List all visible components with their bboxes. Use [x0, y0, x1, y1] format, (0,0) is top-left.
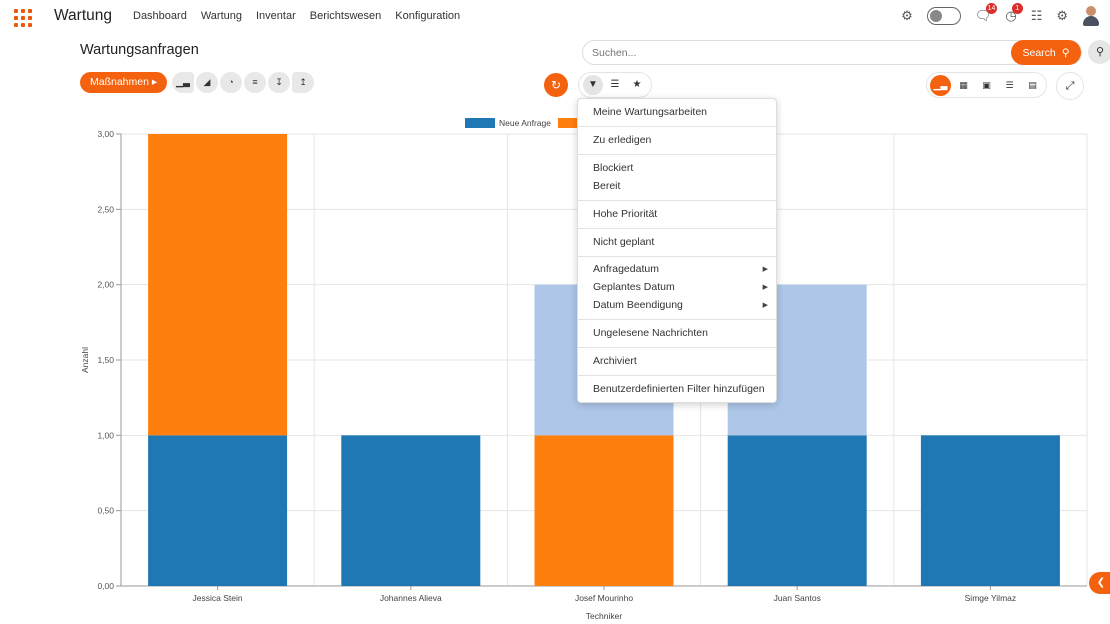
y-tick-label: 1,00	[97, 430, 114, 440]
submenu-arrow-icon: ▶	[762, 266, 768, 273]
x-tick-label: Jessica Stein	[193, 593, 243, 603]
filter-not-planned[interactable]: Nicht geplant	[593, 236, 655, 248]
actions-button[interactable]: Maßnahmen ▸	[80, 72, 168, 93]
search-button[interactable]: Search ⚲	[1011, 40, 1081, 65]
divider	[578, 126, 776, 127]
chart-tools: ▁▃ ◢ ◔ ≡ ↧ ↥	[172, 72, 314, 93]
divider	[578, 228, 776, 229]
y-tick-label: 2,00	[97, 280, 114, 290]
activity-badge: 1	[1011, 3, 1023, 14]
chatter-toggle-icon[interactable]: ❮	[1089, 572, 1110, 594]
sort-ascending-icon[interactable]: ↥	[292, 72, 314, 93]
calendar-view-icon[interactable]: ▤	[1028, 79, 1037, 90]
graph-view-icon[interactable]: ▁▃	[930, 74, 951, 96]
nav-berichtswesen[interactable]: Berichtswesen	[309, 10, 382, 22]
kanban-view-icon[interactable]: ▣	[982, 79, 991, 90]
bar-1-2	[341, 435, 481, 586]
view-switcher: ▁▃ ▦ ▣ ☰ ▤	[926, 72, 1047, 98]
bar-1-1	[148, 435, 288, 586]
filter-blocked[interactable]: Blockiert	[593, 162, 634, 174]
debug-toggle[interactable]	[926, 7, 961, 25]
legend-label-1: Neue Anfrage	[499, 118, 551, 128]
language-icon[interactable]: ☷	[1030, 8, 1043, 23]
favorites-star-icon[interactable]: ★	[632, 79, 642, 90]
bug-icon[interactable]: ⚙	[901, 8, 913, 23]
search-icon: ⚲	[1061, 46, 1070, 59]
bar-2-1	[148, 134, 288, 436]
area-chart-icon[interactable]: ◢	[196, 72, 218, 93]
filter-icon[interactable]: ▼	[583, 75, 603, 95]
nav-inventar[interactable]: Inventar	[256, 10, 296, 22]
nav-konfiguration[interactable]: Konfiguration	[395, 10, 461, 22]
legend-swatch-1	[465, 118, 495, 128]
filter-close-date[interactable]: Datum Beendigung	[593, 299, 683, 311]
refresh-icon[interactable]: ↻	[544, 73, 568, 97]
app-menu-icon[interactable]	[14, 9, 32, 27]
sort-descending-icon[interactable]: ↧	[268, 72, 290, 93]
x-axis-label: Techniker	[586, 611, 623, 621]
divider	[578, 154, 776, 155]
clock-icon[interactable]: ◷ 1	[1005, 3, 1023, 26]
chart: 0,00 0,50 1,00 1,50 2,00 2,50 3,00 Jessica Stei…	[80, 118, 1088, 621]
messages-badge: 14	[985, 3, 998, 14]
filter-unread-messages[interactable]: Ungelesene Nachrichten	[593, 327, 708, 339]
filter-request-date[interactable]: Anfragedatum	[593, 263, 659, 275]
search-bar: Search ⚲	[582, 40, 1082, 65]
filter-dropdown: Meine Wartungsarbeiten Zu erledigen Bloc…	[577, 98, 777, 403]
system-tray: ⚙ 🗨 14 ◷ 1 ☷ ⚙	[901, 3, 1100, 26]
nav-wartung[interactable]: Wartung	[200, 10, 242, 22]
filter-tools: ↻ ▼ ☰ ★	[544, 72, 652, 98]
pivot-view-icon[interactable]: ▦	[959, 79, 968, 90]
y-tick-label: 0,00	[97, 581, 114, 591]
legend-swatch-2	[558, 118, 588, 128]
bar-1-5	[920, 435, 1060, 586]
y-tick-label: 0,50	[97, 506, 114, 516]
y-tick-label: 3,00	[97, 129, 114, 139]
group-by-icon[interactable]: ☰	[610, 79, 620, 90]
top-bar: Wartung Dashboard Wartung Inventar Beric…	[0, 0, 1110, 34]
submenu-arrow-icon: ▶	[762, 302, 768, 309]
list-view-icon[interactable]: ☰	[1005, 79, 1014, 90]
main-nav: Dashboard Wartung Inventar Berichtswesen…	[133, 10, 460, 22]
y-tick-label: 2,50	[97, 204, 114, 214]
pie-chart-icon[interactable]: ◔	[220, 72, 242, 93]
bar-2-3	[534, 435, 674, 586]
bar-1-4	[727, 435, 867, 586]
app-title: Wartung	[54, 7, 113, 24]
y-axis-label: Anzahl	[80, 347, 90, 373]
nav-dashboard[interactable]: Dashboard	[133, 10, 187, 22]
divider	[578, 375, 776, 376]
x-tick-label: Johannes Alieva	[380, 593, 442, 603]
filter-to-do[interactable]: Zu erledigen	[593, 134, 652, 146]
search-button-label: Search	[1022, 46, 1056, 59]
user-avatar[interactable]	[1082, 6, 1100, 26]
toggle-search-icon[interactable]: ⚲	[1088, 40, 1110, 64]
filter-ready[interactable]: Bereit	[593, 180, 621, 192]
search-input[interactable]	[592, 46, 992, 59]
fullscreen-icon[interactable]: ⤢	[1056, 72, 1084, 100]
bar-chart-icon[interactable]: ▁▃	[172, 72, 194, 93]
filter-my-maintenance[interactable]: Meine Wartungsarbeiten	[593, 106, 708, 118]
settings-gear-icon[interactable]: ⚙	[1056, 8, 1068, 23]
divider	[578, 200, 776, 201]
chat-icon[interactable]: 🗨 14	[974, 3, 998, 23]
x-tick-label: Simge Yilmaz	[965, 593, 1017, 603]
filter-high-priority[interactable]: Hohe Priorität	[593, 208, 658, 220]
submenu-arrow-icon: ▶	[762, 284, 768, 291]
y-tick-label: 1,50	[97, 355, 114, 365]
filter-archived[interactable]: Archiviert	[593, 355, 637, 367]
divider	[578, 256, 776, 257]
x-tick-label: Juan Santos	[774, 593, 821, 603]
add-custom-filter[interactable]: Benutzerdefinierten Filter hinzufügen	[593, 383, 765, 395]
divider	[578, 319, 776, 320]
x-tick-label: Josef Mourinho	[575, 593, 633, 603]
page-title: Wartungsanfragen	[80, 42, 199, 58]
filter-scheduled-date[interactable]: Geplantes Datum	[593, 281, 675, 293]
stack-icon[interactable]: ≡	[244, 72, 266, 93]
filter-group: ▼ ☰ ★	[578, 72, 652, 98]
divider	[578, 347, 776, 348]
